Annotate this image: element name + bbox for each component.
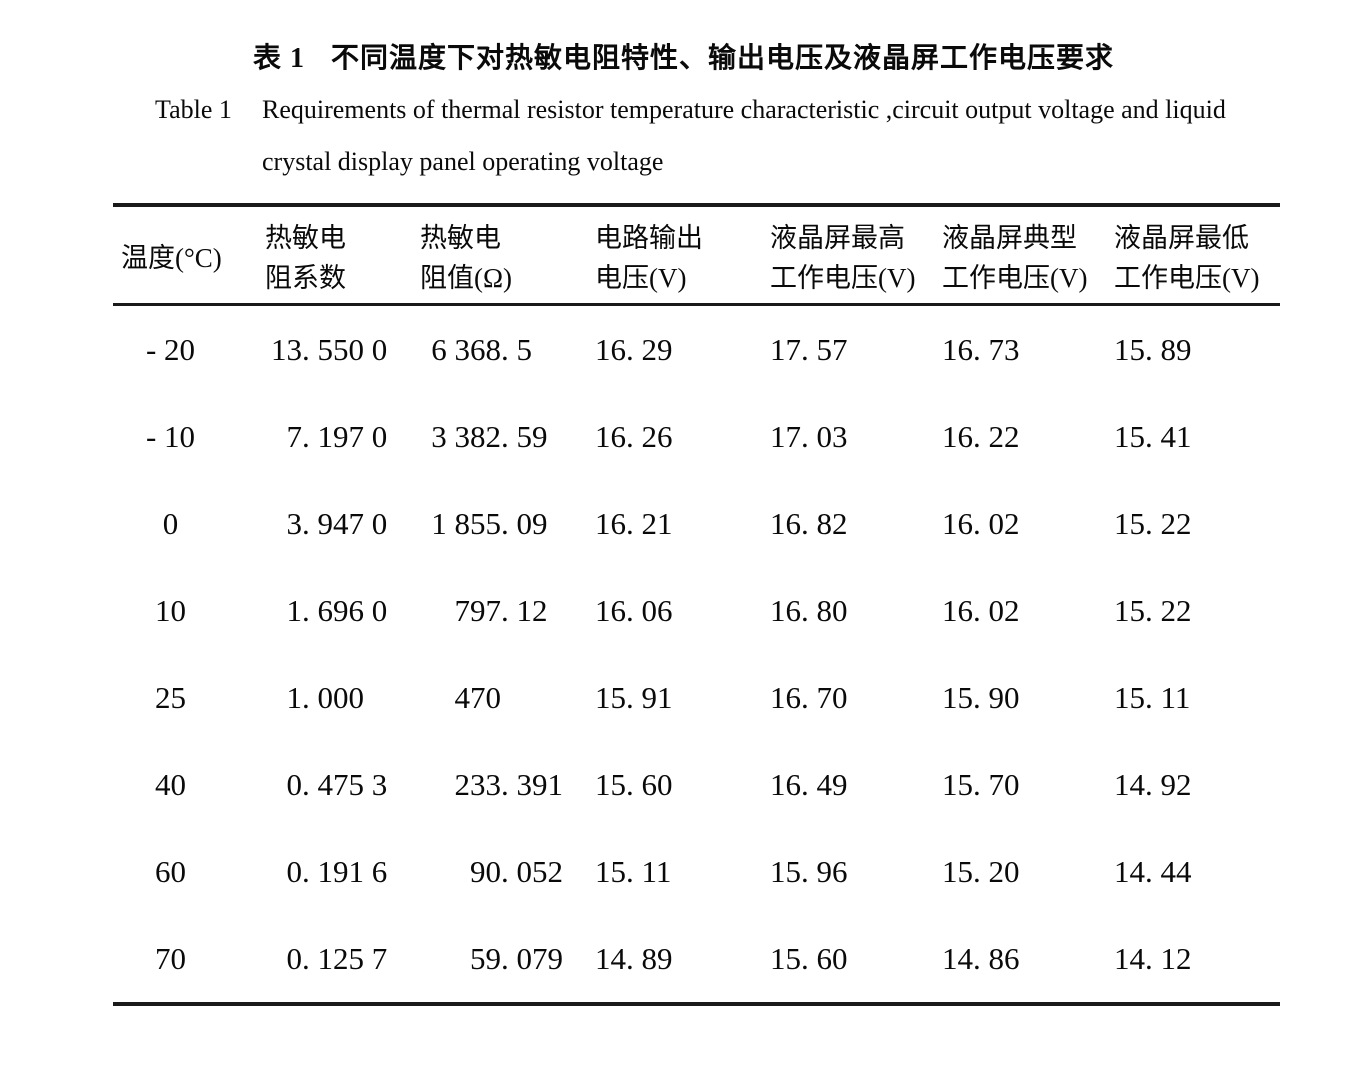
table-cell: 0	[162, 505, 179, 541]
table-cell: 16. 80	[770, 592, 848, 628]
table-cell: 3 382. 59	[431, 418, 548, 454]
table-cell: 14. 92	[1114, 766, 1192, 802]
table-cell: 13. 550 0	[271, 331, 388, 367]
header-line: 电压(V)	[595, 263, 687, 293]
table-cell: 470	[454, 679, 502, 715]
table-cell: 16. 73	[942, 331, 1020, 367]
table-cell: 16. 26	[595, 418, 673, 454]
table-cell: 25	[155, 679, 186, 715]
header-line: 液晶屏最高	[770, 223, 905, 253]
table-cell: 1. 000	[286, 679, 365, 715]
header-line: 温度(°C)	[121, 243, 222, 273]
table-caption-en-label: Table 1	[155, 95, 232, 124]
table-cell: 7. 197 0	[286, 418, 388, 454]
table-cell: 16. 82	[770, 505, 848, 541]
table-cell: 14. 12	[1114, 940, 1192, 976]
table-cell: 16. 22	[942, 418, 1020, 454]
table-cell: 15. 60	[595, 766, 673, 802]
table-cell: 15. 89	[1114, 331, 1192, 367]
header-line: 阻系数	[265, 263, 346, 293]
header-line: 工作电压(V)	[942, 263, 1088, 293]
table-row: 0 3. 947 0 1 855. 09 16. 21 16. 82 16. 02 15. …	[113, 480, 1280, 567]
table-cell: 14. 44	[1114, 853, 1192, 889]
table-cell: 70	[155, 940, 186, 976]
table-cell: 1. 696 0	[286, 592, 388, 628]
table-caption-cn-text: 不同温度下对热敏电阻特性、输出电压及液晶屏工作电压要求	[331, 43, 1115, 74]
caption-en-line2: crystal display panel operating voltage	[262, 147, 664, 176]
table-cell: 15. 90	[942, 679, 1020, 715]
table-cell: 15. 11	[1114, 679, 1191, 715]
col-header-lcd-typical-voltage: 液晶屏典型工作电压(V)	[935, 205, 1107, 305]
col-header-thermistor-coefficient: 热敏电 阻系数	[258, 205, 413, 305]
caption-en-line1: Requirements of thermal resistor tempera…	[262, 95, 1226, 124]
header-line: 热敏电	[265, 223, 346, 253]
table-cell: 14. 89	[595, 940, 673, 976]
header-line: 阻值(Ω)	[420, 263, 513, 293]
table-cell: 16. 29	[595, 331, 673, 367]
header-line: 电路输出	[595, 223, 703, 253]
table-cell: 15. 70	[942, 766, 1020, 802]
header-line: 液晶屏最低	[1114, 223, 1249, 253]
table-cell: 16. 49	[770, 766, 848, 802]
table-cell: 14. 86	[942, 940, 1020, 976]
table-row: 70 0. 125 7 59. 079 14. 89 15. 60 14. 86 14. 1…	[113, 915, 1280, 1004]
table-caption-en-text: Requirements of thermal resistor tempera…	[262, 84, 1226, 188]
col-header-temperature: 温度(°C)	[113, 205, 258, 305]
table-cell: 40	[155, 766, 186, 802]
data-table: 温度(°C) 热敏电阻系数 热敏电阻值(Ω) 电路输出电压(V) 液晶屏最高工作…	[113, 203, 1280, 1006]
table-cell: 15. 22	[1114, 592, 1192, 628]
table-cell: 3. 947 0	[286, 505, 388, 541]
table-cell: 10	[155, 592, 186, 628]
table-row: 40 0. 475 3 233. 391 15. 60 16. 49 15. 70 14. …	[113, 741, 1280, 828]
table-cell: 60	[155, 853, 186, 889]
table-cell: 16. 02	[942, 505, 1020, 541]
table-caption-cn: 表 1 不同温度下对热敏电阻特性、输出电压及液晶屏工作电压要求	[0, 36, 1367, 76]
header-line: 工作电压(V)	[1114, 263, 1260, 293]
table-cell: 15. 22	[1114, 505, 1192, 541]
table-cell: 0. 125 7	[286, 940, 388, 976]
table-row: 10 1. 696 0 797. 12 16. 06 16. 80 16. 02 15. 2…	[113, 567, 1280, 654]
table-cell: 17. 03	[770, 418, 848, 454]
table-cell: 16. 70	[770, 679, 848, 715]
table-cell: 16. 06	[595, 592, 673, 628]
table-body: - 20 13. 550 0 6 368. 5 16. 29 17. 57 16. 73 1…	[113, 305, 1280, 1005]
table-cell: 233. 391	[454, 766, 564, 802]
header-line: 液晶屏典型	[942, 223, 1077, 253]
col-header-circuit-output-voltage: 电路输出电压(V)	[588, 205, 763, 305]
col-header-thermistor-resistance: 热敏电阻值(Ω)	[413, 205, 588, 305]
table-cell: 797. 12	[454, 592, 548, 628]
header-row: 温度(°C) 热敏电阻系数 热敏电阻值(Ω) 电路输出电压(V) 液晶屏最高工作…	[113, 205, 1280, 305]
table-cell: - 20	[145, 331, 196, 367]
table-row: 25 1. 000 470 15. 91 16. 70 15. 90 15. 11	[113, 654, 1280, 741]
table-cell: 15. 91	[595, 679, 673, 715]
header-line: 工作电压(V)	[770, 263, 916, 293]
table-cell: 15. 20	[942, 853, 1020, 889]
col-header-lcd-max-voltage: 液晶屏最高工作电压(V)	[763, 205, 935, 305]
table-row: - 10 7. 197 0 3 382. 59 16. 26 17. 03 16. 22 1…	[113, 393, 1280, 480]
table-row: - 20 13. 550 0 6 368. 5 16. 29 17. 57 16. 73 1…	[113, 305, 1280, 394]
table-cell: 16. 21	[595, 505, 673, 541]
table-caption-en: Table 1 Requirements of thermal resistor…	[155, 84, 1226, 188]
col-header-lcd-min-voltage: 液晶屏最低工作电压(V)	[1107, 205, 1280, 305]
table-caption-cn-label: 表 1	[252, 43, 305, 74]
table-cell: 15. 41	[1114, 418, 1192, 454]
table-row: 60 0. 191 6 90. 052 15. 11 15. 96 15. 20 14. 4…	[113, 828, 1280, 915]
table-cell: 15. 11	[595, 853, 672, 889]
table-cell: - 10	[145, 418, 196, 454]
table-cell: 59. 079	[470, 940, 563, 976]
table-cell: 17. 57	[770, 331, 848, 367]
table-cell: 1 855. 09	[431, 505, 548, 541]
table-cell: 15. 60	[770, 940, 848, 976]
table-cell: 6 368. 5	[431, 331, 532, 367]
header-line: 热敏电	[420, 223, 501, 253]
table-cell: 0. 475 3	[286, 766, 388, 802]
table-cell: 16. 02	[942, 592, 1020, 628]
table-cell: 0. 191 6	[286, 853, 388, 889]
table-cell: 90. 052	[470, 853, 563, 889]
table-cell: 15. 96	[770, 853, 848, 889]
